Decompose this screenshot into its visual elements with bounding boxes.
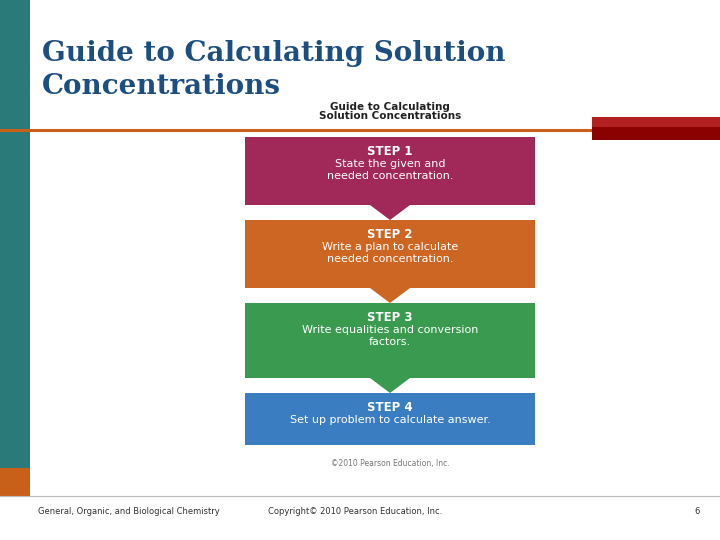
Text: Set up problem to calculate answer.: Set up problem to calculate answer. [289, 415, 490, 425]
Bar [0, 0, 30, 496]
Bar [245, 220, 535, 288]
Text: STEP 4: STEP 4 [367, 401, 413, 414]
Text: Concentrations: Concentrations [42, 73, 281, 100]
Text: 6: 6 [695, 508, 700, 516]
Text: General, Organic, and Biological Chemistry: General, Organic, and Biological Chemist… [38, 508, 220, 516]
Bar [0, 468, 30, 496]
Text: Copyright© 2010 Pearson Education, Inc.: Copyright© 2010 Pearson Education, Inc. [268, 508, 442, 516]
Bar [245, 393, 535, 445]
Polygon shape [370, 205, 410, 220]
Text: STEP 1: STEP 1 [367, 145, 413, 158]
Text: STEP 3: STEP 3 [367, 311, 413, 324]
Text: Solution Concentrations: Solution Concentrations [319, 111, 461, 121]
Polygon shape [370, 288, 410, 303]
Bar [245, 137, 535, 205]
Bar [245, 303, 535, 378]
Text: Guide to Calculating: Guide to Calculating [330, 102, 450, 112]
Text: Write a plan to calculate
needed concentration.: Write a plan to calculate needed concent… [322, 242, 458, 264]
Text: STEP 2: STEP 2 [367, 228, 413, 241]
Text: Write equalities and conversion
factors.: Write equalities and conversion factors. [302, 325, 478, 347]
Polygon shape [370, 378, 410, 393]
Bar [592, 117, 720, 127]
Bar [592, 127, 720, 140]
Text: State the given and
needed concentration.: State the given and needed concentration… [327, 159, 454, 180]
Text: ©2010 Pearson Education, Inc.: ©2010 Pearson Education, Inc. [330, 459, 449, 468]
Text: Guide to Calculating Solution: Guide to Calculating Solution [42, 40, 505, 67]
